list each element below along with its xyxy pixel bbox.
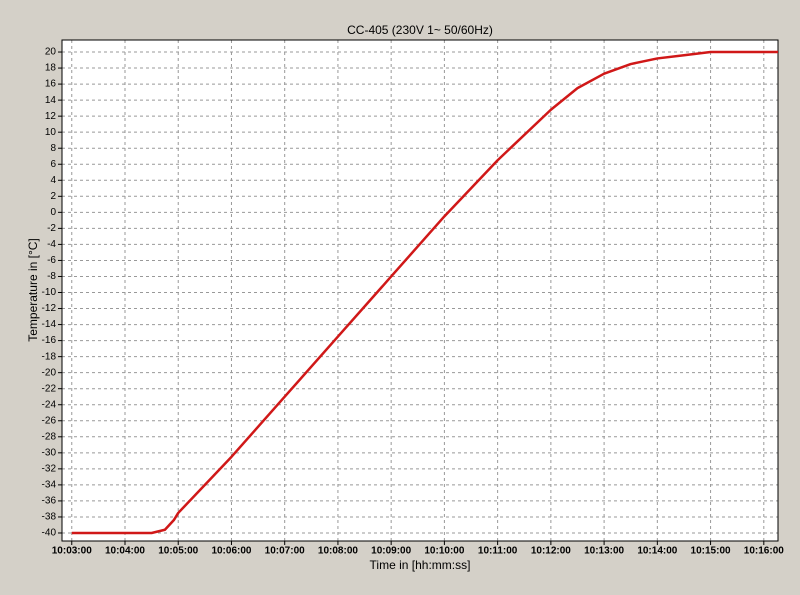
- y-tick-label: -30: [42, 447, 57, 458]
- y-tick-label: 0: [50, 207, 56, 218]
- x-tick-label: 10:11:00: [478, 546, 518, 557]
- y-tick-label: -22: [42, 383, 57, 394]
- y-tick-label: 20: [45, 47, 57, 58]
- y-tick-label: 16: [45, 79, 57, 90]
- y-tick-label: -4: [47, 239, 56, 250]
- y-tick-label: -10: [42, 287, 57, 298]
- x-tick-label: 10:13:00: [584, 546, 624, 557]
- y-tick-label: -18: [42, 351, 57, 362]
- y-tick-label: 14: [45, 95, 57, 106]
- y-tick-label: -32: [42, 463, 57, 474]
- x-tick-label: 10:05:00: [158, 546, 198, 557]
- y-tick-label: -40: [42, 528, 57, 539]
- y-tick-label: 4: [50, 175, 56, 186]
- y-tick-label: -6: [47, 255, 56, 266]
- plot-border: [61, 39, 779, 542]
- y-tick-label: -16: [42, 335, 57, 346]
- y-tick-label: -34: [42, 480, 57, 491]
- x-tick-label: 10:04:00: [105, 546, 145, 557]
- y-tick-label: 10: [45, 127, 57, 138]
- y-tick-label: -2: [47, 223, 56, 234]
- y-tick-label: -20: [42, 367, 57, 378]
- y-tick-label: -8: [47, 271, 56, 282]
- y-tick-label: -12: [42, 303, 57, 314]
- x-tick-label: 10:16:00: [744, 546, 784, 557]
- x-tick-label: 10:08:00: [318, 546, 358, 557]
- x-tick-label: 10:07:00: [265, 546, 305, 557]
- x-axis-label: Time in [hh:mm:ss]: [370, 558, 471, 572]
- data-line: [71, 50, 778, 535]
- y-tick-label: -24: [42, 399, 57, 410]
- y-tick-label: -14: [42, 319, 57, 330]
- y-tick-label: -38: [42, 512, 57, 523]
- y-tick-label: -28: [42, 431, 57, 442]
- x-tick-label: 10:14:00: [637, 546, 677, 557]
- y-tick-label: -26: [42, 415, 57, 426]
- x-tick-label: 10:09:00: [371, 546, 411, 557]
- plot-area: [62, 40, 778, 541]
- x-tick-label: 10:15:00: [691, 546, 731, 557]
- y-tick-label: 18: [45, 63, 57, 74]
- y-tick-label: 2: [50, 191, 56, 202]
- chart-title: CC-405 (230V 1~ 50/60Hz): [347, 23, 493, 37]
- x-tick-label: 10:12:00: [531, 546, 571, 557]
- x-tick-label: 10:06:00: [211, 546, 251, 557]
- y-tick-label: 6: [50, 159, 56, 170]
- x-tick-label: 10:10:00: [424, 546, 464, 557]
- y-tick-label: 8: [50, 143, 56, 154]
- y-axis-label: Temperature in [°C]: [26, 238, 40, 342]
- y-tick-label: 12: [45, 111, 57, 122]
- y-tick-label: -36: [42, 496, 57, 507]
- x-tick-label: 10:03:00: [52, 546, 92, 557]
